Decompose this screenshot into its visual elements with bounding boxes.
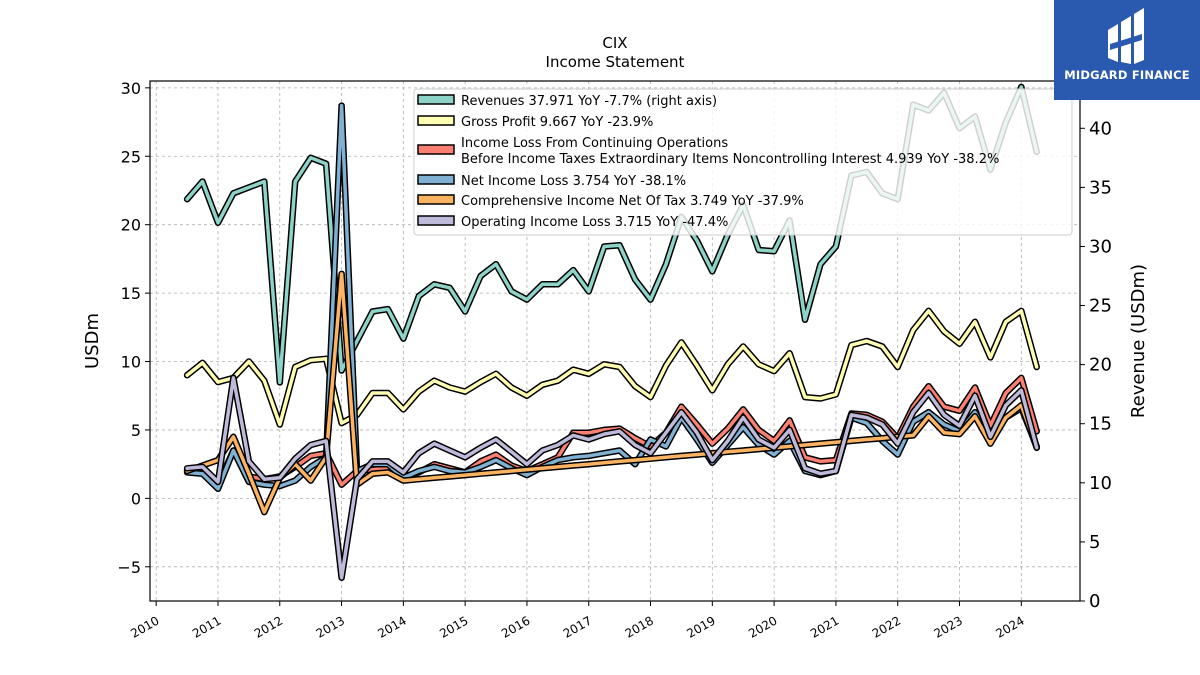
legend-label: Gross Profit 9.667 YoY -23.9% bbox=[461, 115, 653, 130]
x-tick-label: 2011 bbox=[190, 613, 223, 640]
chart-subtitle: Income Statement bbox=[546, 53, 685, 71]
x-tick-label: 2023 bbox=[932, 613, 965, 640]
x-tick-label: 2010 bbox=[128, 613, 161, 640]
y-tick-label-left: 10 bbox=[121, 353, 141, 372]
legend-item: Comprehensive Income Net Of Tax 3.749 Yo… bbox=[417, 194, 804, 209]
legend-item: Income Loss From Continuing OperationsBe… bbox=[417, 136, 999, 167]
y-tick-label-right: 35 bbox=[1089, 177, 1112, 198]
legend-label: Comprehensive Income Net Of Tax 3.749 Yo… bbox=[461, 194, 804, 209]
legend-item: Gross Profit 9.667 YoY -23.9% bbox=[417, 115, 653, 130]
series-line bbox=[185, 272, 1039, 514]
x-tick-label: 2016 bbox=[499, 613, 532, 640]
y-tick-label-left: 30 bbox=[121, 79, 141, 98]
brand-logo-text: MIDGARD FINANCE bbox=[1064, 68, 1190, 82]
y-tick-label-left: 20 bbox=[121, 216, 141, 235]
legend-label: Net Income Loss 3.754 YoY -38.1% bbox=[461, 174, 686, 189]
x-tick-label: 2012 bbox=[252, 613, 285, 640]
y-tick-label-right: 20 bbox=[1089, 355, 1112, 376]
y-tick-label-left: 5 bbox=[131, 421, 141, 440]
y-tick-label-right: 5 bbox=[1089, 532, 1100, 553]
legend-box bbox=[413, 88, 1073, 236]
legend-item: Net Income Loss 3.754 YoY -38.1% bbox=[417, 174, 686, 189]
x-tick-label: 2020 bbox=[746, 613, 779, 640]
plot-frame bbox=[149, 80, 1081, 602]
y-tick-label-right: 25 bbox=[1089, 296, 1112, 317]
y-axis-label-left: USDm bbox=[82, 313, 103, 369]
legend-label: Revenues 37.971 YoY -7.7% (right axis) bbox=[461, 94, 717, 109]
x-tick-label: 2022 bbox=[870, 613, 903, 640]
series-5 bbox=[183, 270, 1040, 516]
legend-swatch bbox=[417, 215, 455, 226]
chart-title: CIX bbox=[602, 34, 627, 52]
y-tick-label-right: 10 bbox=[1089, 473, 1112, 494]
series-layer bbox=[183, 83, 1040, 581]
x-tick-label: 2018 bbox=[623, 613, 656, 640]
legend-swatch bbox=[417, 144, 455, 155]
y-tick-label-right: 40 bbox=[1089, 118, 1112, 139]
y-tick-label-left: −5 bbox=[117, 558, 141, 577]
y-tick-label-right: 15 bbox=[1089, 414, 1112, 435]
legend-item: Revenues 37.971 YoY -7.7% (right axis) bbox=[417, 94, 717, 109]
series-6 bbox=[183, 374, 1040, 581]
y-tick-label-right: 30 bbox=[1089, 236, 1112, 257]
series-line bbox=[185, 376, 1039, 580]
x-tick-label: 2019 bbox=[684, 613, 717, 640]
y-tick-label-right: 0 bbox=[1089, 591, 1100, 612]
x-tick-label: 2014 bbox=[375, 613, 408, 640]
x-tick-label: 2013 bbox=[314, 613, 347, 640]
x-tick-label: 2017 bbox=[561, 613, 594, 640]
x-tick-label: 2024 bbox=[993, 613, 1026, 640]
y-axis-label-right: Revenue (USDm) bbox=[1128, 264, 1149, 418]
x-tick-label: 2021 bbox=[808, 613, 841, 640]
brand-logo: MIDGARD FINANCE bbox=[1054, 0, 1200, 100]
legend-swatch bbox=[417, 174, 455, 185]
y-tick-label-left: 15 bbox=[121, 284, 141, 303]
brand-logo-mark bbox=[1054, 0, 1200, 100]
legend-swatch bbox=[417, 194, 455, 205]
legend-swatch bbox=[417, 94, 455, 105]
y-tick-label-left: 25 bbox=[121, 147, 141, 166]
legend-item: Operating Income Loss 3.715 YoY -47.4% bbox=[417, 215, 728, 230]
x-tick-label: 2015 bbox=[437, 613, 470, 640]
legend-label: Income Loss From Continuing Operations bbox=[461, 136, 728, 151]
legend: Revenues 37.971 YoY -7.7% (right axis) Gr… bbox=[413, 88, 1073, 236]
legend-swatch bbox=[417, 115, 455, 126]
y-tick-label-left: 0 bbox=[131, 489, 141, 508]
legend-label: Before Income Taxes Extraordinary Items … bbox=[461, 152, 999, 167]
legend-label: Operating Income Loss 3.715 YoY -47.4% bbox=[461, 215, 728, 230]
